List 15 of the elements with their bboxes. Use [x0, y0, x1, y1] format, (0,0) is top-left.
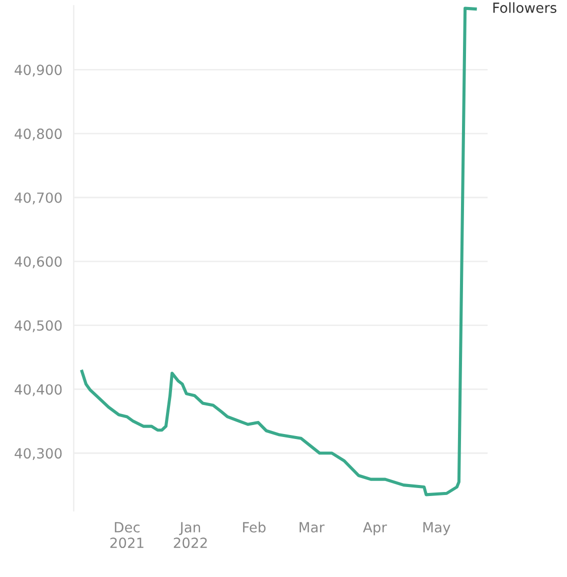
x-tick-label: Feb	[243, 522, 266, 533]
y-tick-label: 40,700	[14, 192, 62, 204]
line-series	[80, 6, 477, 496]
y-tick-label: 40,600	[14, 256, 62, 268]
y-tick-label: 40,400	[14, 384, 62, 396]
x-tick-label: Dec 2021	[110, 522, 144, 548]
y-tick-label: 40,300	[14, 448, 62, 460]
y-tick-label: 40,800	[14, 128, 62, 140]
y-tick-label: 40,900	[14, 64, 62, 77]
series-label: Followers	[493, 2, 556, 13]
x-tick-label: Mar	[300, 522, 325, 533]
x-tick-label: Jan 2022	[174, 522, 207, 548]
x-tick-label: Apr	[363, 522, 387, 536]
x-tick-label: May	[423, 522, 450, 536]
y-tick-label: 40,500	[14, 320, 62, 332]
